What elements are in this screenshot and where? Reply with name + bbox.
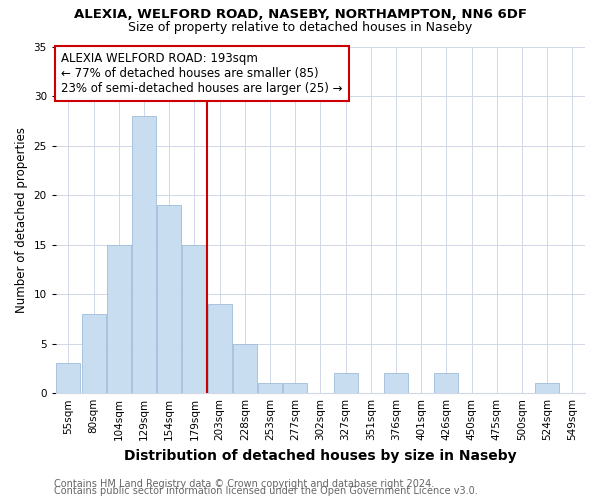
- Bar: [208, 304, 232, 393]
- Bar: [132, 116, 156, 393]
- Bar: [56, 364, 80, 393]
- Y-axis label: Number of detached properties: Number of detached properties: [15, 127, 28, 313]
- Text: Contains HM Land Registry data © Crown copyright and database right 2024.: Contains HM Land Registry data © Crown c…: [54, 479, 434, 489]
- Bar: [334, 374, 358, 393]
- Bar: [233, 344, 257, 393]
- Text: Size of property relative to detached houses in Naseby: Size of property relative to detached ho…: [128, 21, 472, 34]
- Bar: [258, 384, 282, 393]
- Bar: [283, 384, 307, 393]
- Bar: [384, 374, 408, 393]
- Bar: [157, 205, 181, 393]
- Bar: [434, 374, 458, 393]
- Text: Contains public sector information licensed under the Open Government Licence v3: Contains public sector information licen…: [54, 486, 478, 496]
- Bar: [107, 244, 131, 393]
- Bar: [182, 244, 206, 393]
- Text: ALEXIA WELFORD ROAD: 193sqm
← 77% of detached houses are smaller (85)
23% of sem: ALEXIA WELFORD ROAD: 193sqm ← 77% of det…: [61, 52, 343, 94]
- Bar: [535, 384, 559, 393]
- X-axis label: Distribution of detached houses by size in Naseby: Distribution of detached houses by size …: [124, 448, 517, 462]
- Text: ALEXIA, WELFORD ROAD, NASEBY, NORTHAMPTON, NN6 6DF: ALEXIA, WELFORD ROAD, NASEBY, NORTHAMPTO…: [74, 8, 527, 20]
- Bar: [82, 314, 106, 393]
